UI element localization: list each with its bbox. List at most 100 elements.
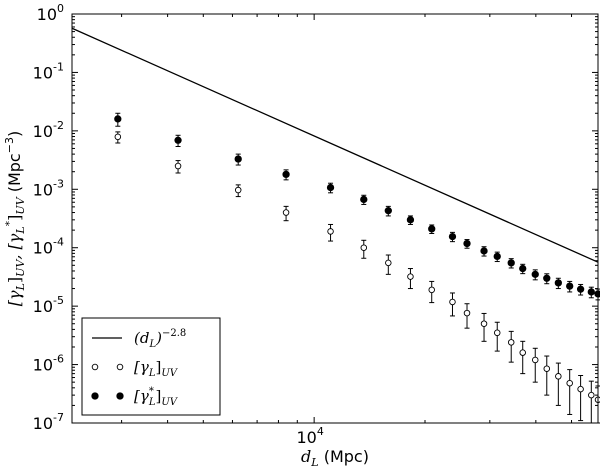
filled-point [448, 231, 457, 243]
filled-point [493, 251, 501, 263]
open-point [360, 239, 368, 259]
y-tick-label: 10-6 [33, 353, 64, 375]
y-tick-label: 100 [37, 2, 64, 24]
y-tick-label: 10-5 [33, 294, 64, 316]
marker [463, 239, 471, 248]
filled-point [594, 288, 600, 301]
marker [448, 232, 457, 241]
marker [174, 162, 182, 170]
open-point [588, 380, 595, 424]
legend-marker-swatch [116, 363, 124, 371]
open-point [463, 303, 471, 329]
y-label-unit-end: ) [5, 131, 24, 137]
open-point [407, 268, 414, 290]
filled-point [587, 286, 595, 299]
marker [543, 365, 551, 372]
open-point [234, 184, 242, 198]
y-label-part-a-sub: L [14, 283, 27, 291]
filled-point [282, 169, 290, 181]
axes-ticks: 100 10-1 10-2 10-3 10-4 10-5 10-6 10-7 104 [33, 2, 598, 447]
y-label-part-c-sub: L [14, 226, 27, 234]
y-label-part-b: ] [5, 277, 24, 283]
marker [326, 183, 335, 192]
power-law-line [71, 27, 599, 263]
y-tick-label: 10-7 [33, 411, 64, 433]
marker [566, 379, 573, 387]
x-tick-label: 104 [296, 425, 323, 447]
marker [114, 133, 122, 141]
plot-data [71, 27, 600, 424]
open-point [555, 362, 562, 406]
legend-box [81, 317, 221, 416]
filled-point [576, 283, 585, 296]
y-label-unit-sup: −3 [3, 137, 16, 153]
y-tick-label: 10-2 [33, 119, 64, 141]
marker [360, 244, 368, 251]
legend-marker-swatch [91, 363, 99, 371]
marker [576, 285, 585, 293]
y-label-part-a: [γ [5, 290, 24, 306]
marker [554, 279, 562, 287]
filled-point [326, 182, 335, 194]
open-point [543, 355, 551, 396]
legend-label: (dL)−2.8 [134, 328, 186, 350]
open-point [480, 312, 488, 342]
open-point [493, 321, 501, 352]
y-label-part-d: ] [5, 215, 24, 221]
marker [577, 385, 584, 393]
filled-point [507, 258, 515, 269]
marker [480, 320, 488, 327]
marker [531, 356, 539, 364]
marker [519, 349, 526, 356]
filled-point [174, 134, 182, 147]
marker [428, 286, 435, 294]
open-point [507, 330, 515, 363]
filled-point [554, 277, 562, 290]
y-axis-label: [γL]UV, [γL*]UV (Mpc−3) [3, 131, 27, 306]
open-point [519, 340, 526, 375]
marker [531, 270, 539, 279]
y-tick-label: 10-3 [33, 177, 64, 199]
y-label-sep: , [γ [5, 233, 24, 259]
open-point [385, 254, 392, 275]
open-point [449, 292, 456, 317]
filled-point [114, 112, 122, 127]
legend-label: [γ* L]UV [134, 386, 179, 408]
legend-marker-swatch [91, 392, 99, 400]
filled-point [531, 269, 539, 281]
x-axis-label: dL (Mpc) [301, 447, 369, 469]
marker [385, 259, 392, 267]
marker [493, 329, 501, 337]
marker [543, 274, 551, 282]
legend-marker-swatch [116, 392, 124, 400]
x-axis-label-var: d [301, 447, 311, 466]
marker [587, 288, 595, 296]
marker [480, 247, 488, 255]
marker [507, 259, 515, 267]
filled-point [566, 280, 574, 293]
marker [449, 298, 456, 306]
y-label-part-c-sup: * [3, 220, 16, 226]
open-point [428, 280, 435, 304]
open-point [566, 369, 573, 415]
open-point [577, 375, 584, 422]
x-axis-label-sub: L [310, 456, 318, 469]
marker [174, 136, 182, 144]
plot-frame [71, 13, 599, 424]
filled-point [384, 205, 392, 217]
marker [384, 207, 392, 215]
marker [428, 225, 436, 233]
filled-point [406, 215, 415, 225]
marker [594, 290, 600, 298]
filled-point [543, 273, 551, 285]
y-tick-label: 10-4 [33, 236, 64, 258]
x-axis-label-unit: (Mpc) [319, 447, 369, 466]
filled-point [480, 246, 488, 257]
y-label-part-b-sub: UV [14, 259, 27, 277]
marker [519, 264, 527, 273]
marker [493, 252, 501, 261]
filled-point [463, 239, 471, 249]
marker [463, 309, 471, 317]
legend-label: [γL]UV [134, 358, 179, 379]
